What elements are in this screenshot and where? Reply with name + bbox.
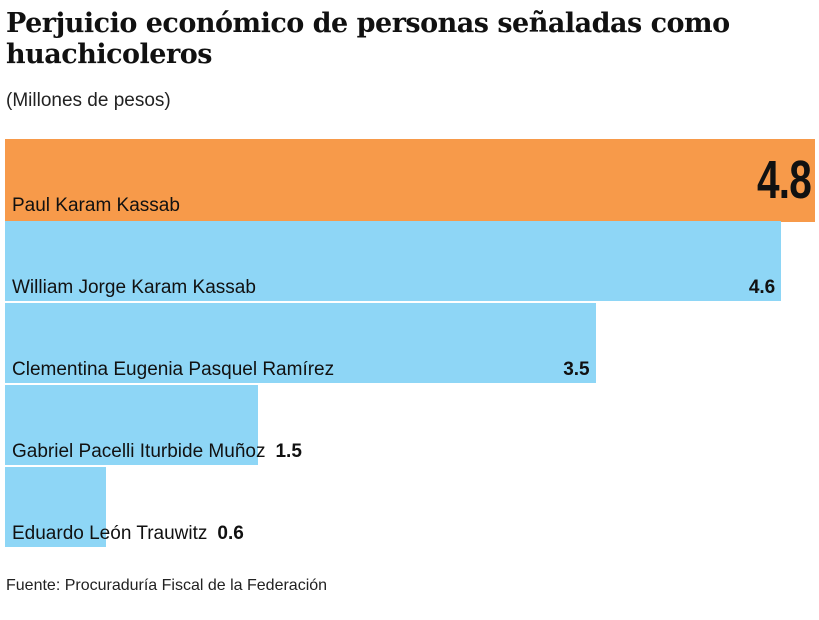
value-label: 0.6	[217, 523, 244, 544]
category-label: Clementina Eugenia Pasquel Ramírez	[12, 359, 335, 380]
value-label: 3.5	[563, 359, 590, 380]
category-label: William Jorge Karam Kassab	[12, 277, 256, 298]
bar	[5, 221, 782, 301]
bar	[5, 385, 259, 465]
bar	[5, 303, 596, 383]
value-label: 4.6	[748, 277, 776, 298]
category-label: Eduardo León Trauwitz	[12, 523, 208, 544]
bar	[5, 139, 815, 222]
value-label: 1.5	[275, 441, 302, 462]
category-label: Gabriel Pacelli Iturbide Muñoz	[12, 441, 266, 462]
source-note: Fuente: Procuraduría Fiscal de la Federa…	[6, 577, 328, 594]
chart-title: Perjuicio económico de personas señalada…	[6, 8, 730, 70]
category-label: Paul Karam Kassab	[12, 195, 180, 216]
bar	[5, 467, 107, 547]
chart-subtitle: (Millones de pesos)	[6, 90, 171, 111]
value-label: 4.8	[756, 150, 812, 210]
